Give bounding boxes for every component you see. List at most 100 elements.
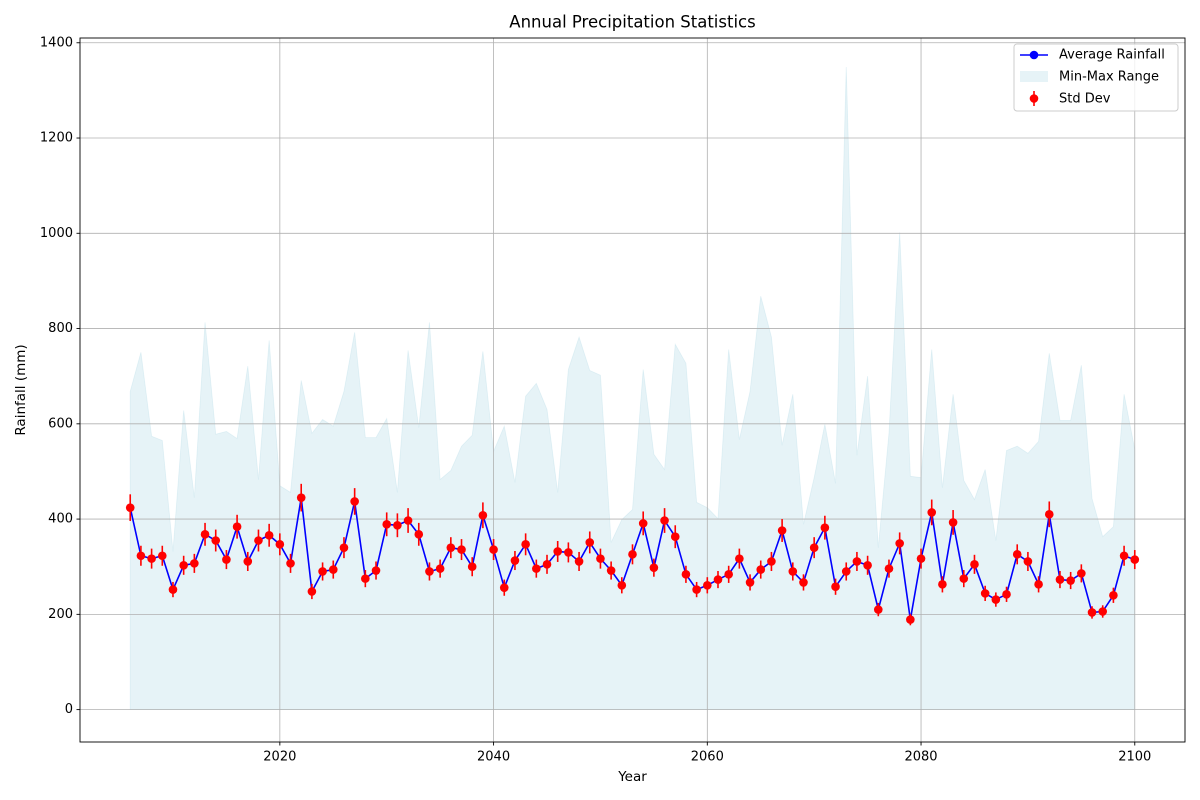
- average-rainfall-marker: [745, 578, 755, 587]
- x-tick-label: 2040: [477, 750, 510, 765]
- average-rainfall-marker: [200, 530, 210, 539]
- marker-layer: [125, 493, 1140, 624]
- legend-label-std-dev: Std Dev: [1059, 92, 1111, 107]
- average-rainfall-marker: [457, 545, 466, 554]
- legend-item-average-rainfall: Average Rainfall: [1020, 48, 1165, 63]
- average-rainfall-marker: [350, 497, 359, 506]
- average-rainfall-marker: [275, 540, 285, 549]
- average-rainfall-marker: [820, 523, 830, 532]
- average-rainfall-marker: [232, 522, 242, 532]
- legend-label-average-rainfall: Average Rainfall: [1059, 48, 1165, 63]
- average-rainfall-marker: [489, 545, 498, 554]
- average-rainfall-marker: [756, 565, 766, 574]
- average-rainfall-marker: [222, 555, 231, 564]
- average-rainfall-marker: [553, 547, 562, 556]
- average-rainfall-marker: [307, 587, 317, 596]
- y-tick-label: 800: [48, 321, 73, 336]
- average-rainfall-marker: [1044, 510, 1054, 519]
- y-tick-label: 1200: [40, 131, 73, 146]
- average-rainfall-marker: [938, 580, 947, 589]
- average-rainfall-marker: [435, 564, 445, 573]
- average-rainfall-marker: [339, 543, 349, 552]
- average-rainfall-marker: [157, 551, 167, 561]
- average-rainfall-marker: [767, 557, 776, 566]
- average-rainfall-marker: [617, 580, 627, 590]
- average-rainfall-marker: [1002, 590, 1011, 599]
- average-rainfall-marker: [1077, 569, 1086, 578]
- average-rainfall-marker: [628, 550, 637, 559]
- average-rainfall-marker: [884, 564, 894, 573]
- average-rainfall-marker: [190, 559, 199, 568]
- average-rainfall-marker: [542, 560, 552, 569]
- average-rainfall-marker: [510, 556, 520, 565]
- legend-area-swatch: [1020, 71, 1048, 82]
- average-rainfall-marker: [574, 557, 584, 566]
- average-rainfall-marker: [393, 520, 402, 530]
- average-rainfall-marker: [585, 538, 595, 547]
- average-rainfall-marker: [1109, 590, 1118, 600]
- y-tick-label: 200: [48, 607, 73, 622]
- average-rainfall-marker: [809, 543, 819, 552]
- average-rainfall-marker: [991, 595, 1001, 604]
- average-rainfall-marker: [521, 540, 530, 549]
- average-rainfall-marker: [211, 536, 221, 545]
- average-rainfall-marker: [499, 583, 509, 592]
- average-rainfall-marker: [970, 560, 979, 569]
- average-rainfall-marker: [296, 493, 306, 502]
- average-rainfall-marker: [446, 543, 456, 552]
- average-rainfall-marker: [1023, 557, 1033, 566]
- average-rainfall-marker: [328, 565, 338, 574]
- average-rainfall-marker: [564, 548, 573, 557]
- average-rainfall-marker: [1098, 607, 1108, 616]
- average-rainfall-marker: [670, 532, 680, 542]
- average-rainfall-marker: [980, 589, 990, 598]
- legend-item-std-dev: Std Dev: [1029, 91, 1111, 107]
- average-rainfall-marker: [1119, 551, 1129, 561]
- average-rainfall-marker: [777, 526, 787, 535]
- average-rainfall-marker: [692, 585, 701, 594]
- average-rainfall-marker: [606, 566, 616, 575]
- y-tick-label: 600: [48, 416, 73, 431]
- average-rainfall-marker: [799, 578, 808, 587]
- average-rainfall-marker: [168, 585, 178, 594]
- average-rainfall-marker: [724, 570, 733, 579]
- average-rainfall-marker: [1130, 555, 1140, 564]
- y-axis-ticks: 0 200 400 600 800 1000 1200 1400: [40, 35, 80, 717]
- average-rainfall-marker: [1066, 576, 1075, 585]
- average-rainfall-marker: [713, 575, 723, 584]
- average-rainfall-marker: [638, 519, 648, 528]
- average-rainfall-marker: [927, 508, 937, 517]
- average-rainfall-marker: [1055, 575, 1065, 584]
- average-rainfall-marker: [916, 554, 926, 563]
- average-rainfall-marker: [831, 582, 840, 592]
- average-rainfall-marker: [414, 530, 424, 539]
- legend-errorbar-marker: [1029, 94, 1039, 103]
- average-rainfall-marker: [906, 615, 915, 624]
- legend-item-min-max-range: Min-Max Range: [1020, 70, 1159, 85]
- x-axis-ticks: 2020 2040 2060 2080 2100: [263, 742, 1151, 765]
- average-rainfall-marker: [1012, 550, 1022, 559]
- average-rainfall-marker: [147, 554, 156, 563]
- average-rainfall-marker: [478, 510, 488, 520]
- average-rainfall-marker: [948, 518, 958, 527]
- average-rainfall-marker: [264, 530, 274, 540]
- average-rainfall-marker: [254, 536, 263, 545]
- average-rainfall-marker: [532, 564, 541, 573]
- x-axis-label: Year: [617, 769, 647, 785]
- average-rainfall-marker: [179, 560, 188, 570]
- average-rainfall-marker: [788, 567, 798, 576]
- average-rainfall-marker: [735, 554, 744, 563]
- average-rainfall-marker: [136, 551, 146, 561]
- average-rainfall-marker: [649, 563, 659, 572]
- x-tick-label: 2060: [691, 750, 724, 765]
- average-rainfall-marker: [125, 503, 135, 512]
- average-rainfall-marker: [243, 557, 253, 566]
- average-rainfall-marker: [841, 567, 851, 576]
- legend-box: [1013, 43, 1179, 112]
- x-tick-label: 2080: [904, 750, 937, 765]
- x-tick-label: 2020: [263, 750, 296, 765]
- average-rainfall-marker: [382, 520, 392, 529]
- average-rainfall-marker: [467, 562, 477, 572]
